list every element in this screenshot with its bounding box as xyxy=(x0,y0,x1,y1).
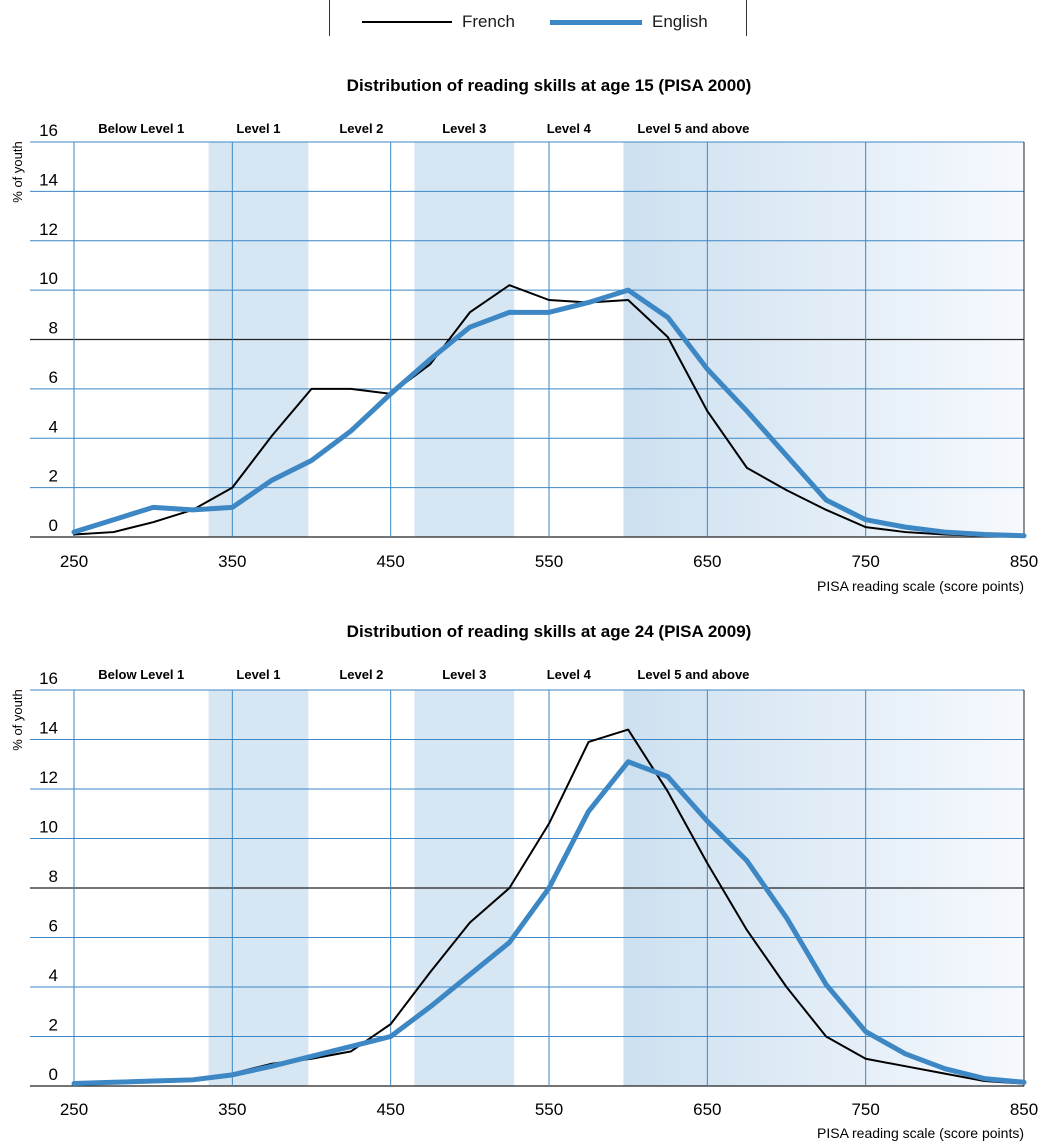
level-label: Level 3 xyxy=(442,667,486,682)
series-line-english xyxy=(71,759,1027,1087)
y-axis-label: % of youth xyxy=(10,689,25,750)
y-tick-label: 8 xyxy=(49,867,58,886)
x-tick-label: 450 xyxy=(376,552,404,571)
x-tick-label: 250 xyxy=(60,1100,88,1119)
level-label: Level 5 and above xyxy=(637,121,749,136)
x-tick-label: 550 xyxy=(535,1100,563,1119)
level-label: Level 2 xyxy=(339,121,383,136)
legend-item-french: French xyxy=(362,10,515,34)
x-tick-label: 750 xyxy=(851,1100,879,1119)
x-axis-label: PISA reading scale (score points) xyxy=(817,1125,1024,1141)
x-tick-label: 450 xyxy=(376,1100,404,1119)
y-tick-label: 16 xyxy=(39,121,58,140)
legend: French English xyxy=(329,0,747,36)
chart-age-24: Below Level 1 Level 1 Level 2 Level 3 Level … xyxy=(10,622,1038,1141)
legend-swatch-french xyxy=(362,21,452,23)
series-line-french xyxy=(73,284,1025,538)
x-tick-label: 850 xyxy=(1010,1100,1038,1119)
level-label: Level 3 xyxy=(442,121,486,136)
x-tick-label: 850 xyxy=(1010,552,1038,571)
level-label: Below Level 1 xyxy=(98,121,184,136)
legend-swatch-english xyxy=(550,19,642,25)
x-tick-label: 350 xyxy=(218,1100,246,1119)
y-tick-label: 0 xyxy=(49,516,58,535)
y-tick-label: 2 xyxy=(49,1016,58,1035)
x-tick-label: 250 xyxy=(60,552,88,571)
level-label: Level 2 xyxy=(339,667,383,682)
y-tick-label: 12 xyxy=(39,220,58,239)
y-tick-label: 0 xyxy=(49,1065,58,1084)
chart-title: Distribution of reading skills at age 15… xyxy=(347,76,752,95)
y-tick-label: 8 xyxy=(49,319,58,338)
x-tick-label: 650 xyxy=(693,552,721,571)
y-axis-label: % of youth xyxy=(10,141,25,202)
y-tick-label: 10 xyxy=(39,818,58,837)
level-label: Level 5 and above xyxy=(637,667,749,682)
y-tick-label: 4 xyxy=(49,966,58,985)
legend-label-english: English xyxy=(652,12,708,31)
level-label: Level 1 xyxy=(236,121,280,136)
y-tick-label: 6 xyxy=(49,368,58,387)
y-tick-label: 14 xyxy=(39,719,58,738)
y-tick-label: 14 xyxy=(39,170,58,189)
y-tick-label: 16 xyxy=(39,669,58,688)
legend-label-french: French xyxy=(462,12,515,31)
x-tick-label: 750 xyxy=(851,552,879,571)
chart-title: Distribution of reading skills at age 24… xyxy=(347,622,752,641)
y-tick-label: 12 xyxy=(39,768,58,787)
level-label: Level 4 xyxy=(547,121,592,136)
x-axis-label: PISA reading scale (score points) xyxy=(817,578,1024,594)
x-tick-label: 650 xyxy=(693,1100,721,1119)
y-tick-label: 2 xyxy=(49,467,58,486)
level-label: Level 1 xyxy=(236,667,280,682)
level-label: Below Level 1 xyxy=(98,667,184,682)
x-tick-label: 350 xyxy=(218,552,246,571)
y-tick-label: 6 xyxy=(49,917,58,936)
chart-age-15: Below Level 1 Level 1 Level 2 Level 3 Level … xyxy=(10,76,1038,594)
x-tick-label: 550 xyxy=(535,552,563,571)
level-label: Level 4 xyxy=(547,667,592,682)
y-tick-label: 10 xyxy=(39,269,58,288)
series-line-english xyxy=(71,287,1027,539)
legend-item-english: English xyxy=(550,10,708,34)
y-tick-label: 4 xyxy=(49,417,58,436)
